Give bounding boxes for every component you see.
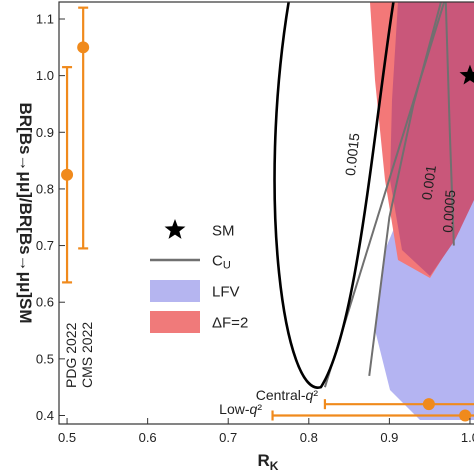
x-tick-label: 1.0	[461, 430, 474, 445]
y-tick-label: 0.6	[36, 295, 54, 310]
x-tick-label: 0.6	[139, 430, 157, 445]
measurement-label: Central-q²	[256, 387, 319, 403]
contour-line	[444, 2, 455, 246]
y-tick-label: 0.4	[36, 408, 54, 423]
y-tick-label: 0.5	[36, 351, 54, 366]
y-tick-label: 0.8	[36, 181, 54, 196]
measurements	[61, 6, 474, 422]
data-point	[61, 168, 74, 181]
x-tick-label: 0.5	[58, 430, 76, 445]
data-point	[422, 398, 435, 411]
sm-star	[459, 64, 474, 85]
legend-label: SM	[212, 223, 235, 240]
measurement-label: PDG 2022	[63, 322, 79, 388]
ellipse-boundary	[273, 2, 395, 389]
legend-label: ΔF=2	[212, 315, 248, 332]
ellipse-outline	[273, 2, 395, 389]
data-point	[459, 409, 472, 422]
y-tick-label: 1.1	[36, 11, 54, 26]
contour-label: 0.001	[418, 164, 439, 201]
contour-label: 0.0005	[439, 189, 458, 233]
y-axis-title: BR[Bs→μμ]/BR[Bs→μμ]SM	[16, 102, 35, 323]
contour-label: 0.0015	[342, 132, 362, 176]
x-tick-label: 0.9	[380, 430, 398, 445]
legend-label: LFV	[212, 284, 240, 301]
x-tick-label: 0.7	[219, 430, 237, 445]
plot-frame	[58, 1, 474, 425]
axis-ticks: 0.5 0.6 0.7 0.8 0.9 1.0 0.4 0.5 0.6 0.7 0.8 0.9 1.0 1…	[36, 11, 474, 445]
contour-line	[368, 2, 442, 376]
y-tick-label: 1.0	[36, 68, 54, 83]
legend-label: CU	[212, 253, 231, 272]
sm-marker	[459, 64, 474, 85]
x-tick-label: 0.8	[300, 430, 318, 445]
legend-patch	[150, 280, 200, 302]
axis-titles: RK BR[Bs→μμ]/BR[Bs→μμ]SM	[16, 102, 279, 473]
data-point	[77, 41, 90, 54]
measurement-label: Low-q²	[219, 401, 262, 417]
y-tick-label: 0.7	[36, 238, 54, 253]
legend-patch	[150, 311, 200, 333]
legend-star	[164, 219, 186, 239]
legend: SM CU LFV ΔF=2	[150, 219, 248, 333]
x-axis-title: RK	[258, 451, 279, 473]
measurement-label: CMS 2022	[79, 322, 95, 388]
y-tick-label: 0.9	[36, 125, 54, 140]
